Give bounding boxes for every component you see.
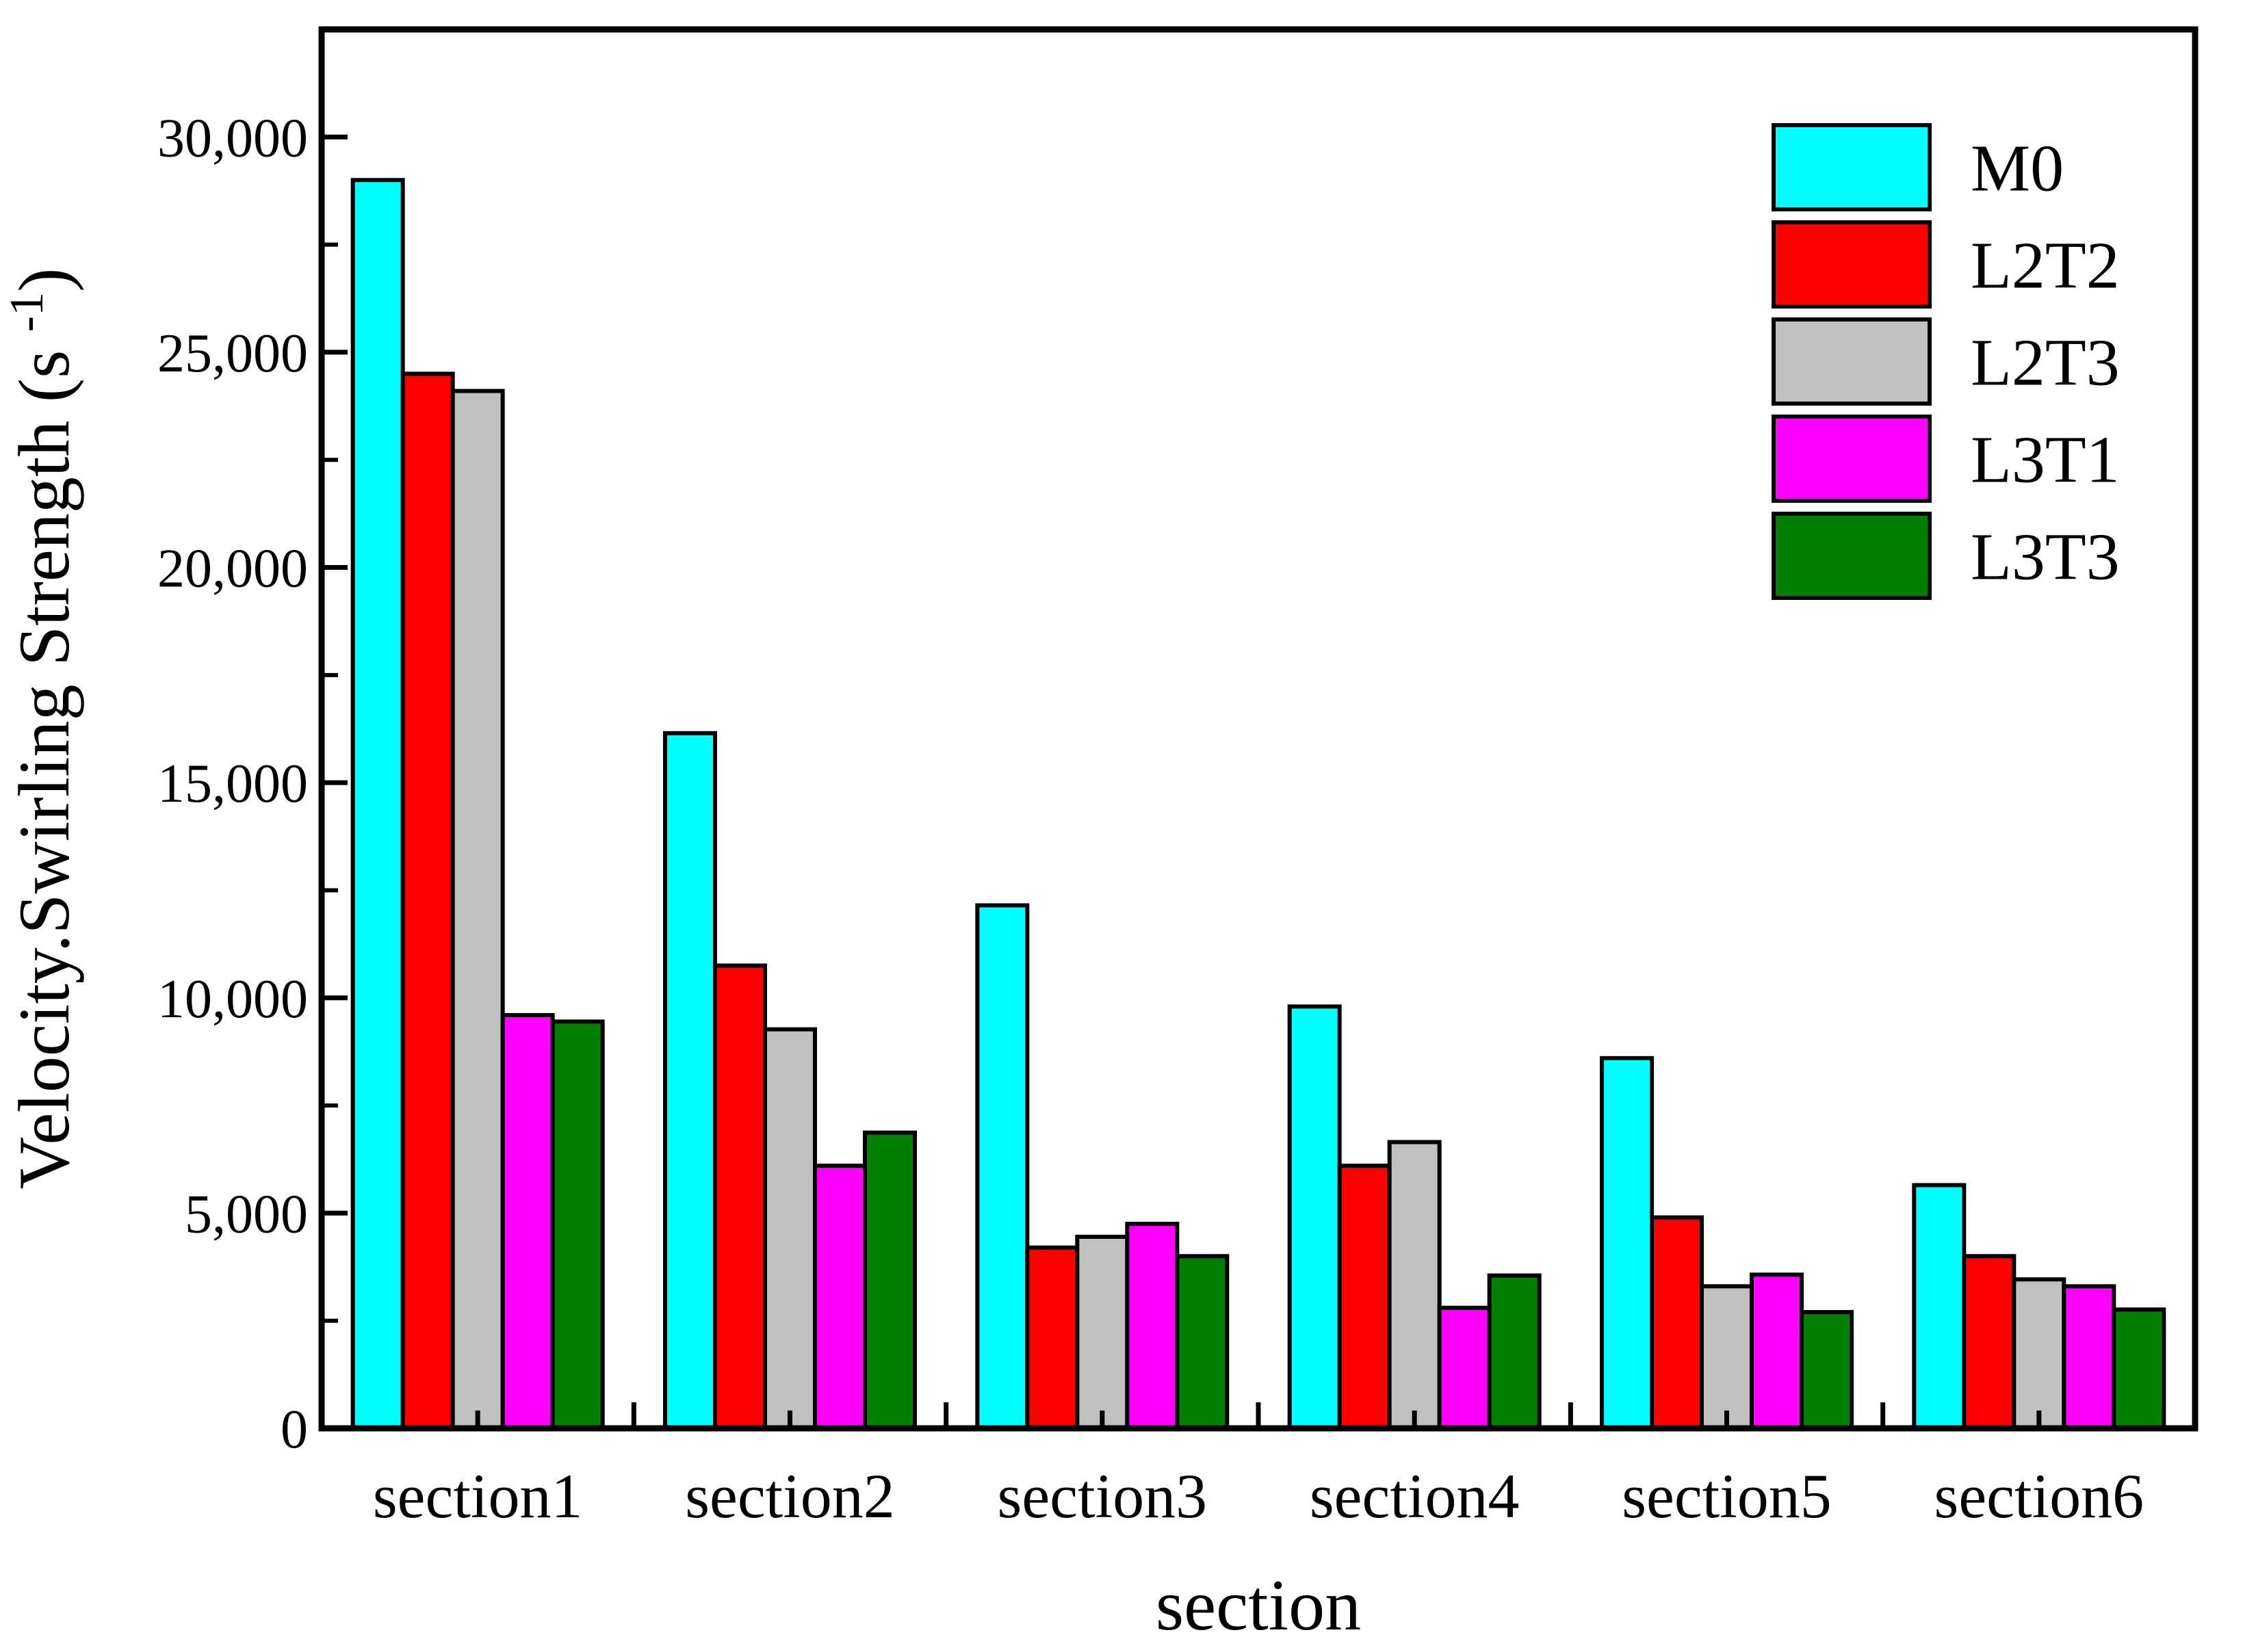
legend-label-m0: M0 [1971,132,2064,206]
bar-m0-section4 [1287,1004,1342,1431]
x-tick-label: section3 [998,1461,1208,1531]
bar-l2t3-section5 [1700,1284,1754,1431]
bar-l3t3-section4 [1487,1273,1542,1430]
bar-l2t3-section6 [2012,1277,2066,1430]
bar-l2t3-section1 [450,389,505,1430]
x-tick-label: section5 [1622,1461,1832,1531]
bar-m0-section1 [350,178,405,1431]
y-axis-title-main: Velocity.Swirling Strength (s [4,332,84,1189]
bar-l3t1-section4 [1437,1305,1492,1431]
bar-l2t3-section3 [1075,1234,1130,1430]
bar-l3t3-section6 [2112,1307,2166,1430]
y-axis-title-superscript: -1 [1,292,53,332]
x-tick-label: section2 [685,1461,895,1531]
bar-m0-section2 [663,731,717,1431]
y-tick-label: 5,000 [185,1184,308,1244]
x-tick-label: section1 [373,1461,583,1531]
legend-label-l2t3: L2T3 [1971,326,2120,400]
bar-l2t2-section6 [1962,1254,2017,1431]
bar-l2t2-section1 [400,371,455,1430]
bar-l3t1-section1 [500,1012,555,1430]
y-tick-label: 15,000 [157,754,308,814]
bar-l3t1-section5 [1750,1272,1804,1431]
bar-l2t3-section2 [763,1027,817,1431]
y-axis-title: Velocity.Swirling Strength (s -1) [1,268,84,1190]
bar-l3t1-section6 [2062,1284,2116,1431]
bar-l3t3-section5 [1800,1310,1854,1430]
bar-l2t2-section4 [1337,1164,1392,1430]
legend-label-l3t1: L3T1 [1971,423,2120,497]
x-axis-title: section [1156,1565,1361,1645]
bar-l3t3-section1 [550,1019,605,1430]
legend-swatch-m0 [1772,123,1932,211]
bar-m0-section3 [975,903,1030,1430]
bar-l3t3-section3 [1175,1254,1230,1431]
legend-label-l3t3: L3T3 [1971,521,2120,594]
legend-swatch-l3t3 [1772,512,1932,600]
bar-m0-section6 [1912,1183,1967,1430]
legend-label-l2t2: L2T2 [1971,229,2120,303]
legend-swatch-l2t2 [1772,220,1932,309]
bar-l3t1-section2 [813,1164,867,1430]
y-tick-label: 10,000 [157,969,308,1030]
y-tick-label: 30,000 [157,108,308,168]
bar-l3t1-section3 [1125,1222,1180,1430]
y-tick-label: 20,000 [157,539,308,599]
bar-l2t2-section5 [1650,1215,1704,1430]
y-tick-label: 25,000 [157,324,308,384]
legend-swatch-l2t3 [1772,317,1932,406]
bar-l2t2-section3 [1025,1245,1080,1430]
bar-l2t3-section4 [1387,1140,1442,1430]
x-tick-label: section4 [1310,1461,1520,1531]
y-axis-title-close: ) [4,268,84,292]
x-tick-label: section6 [1934,1461,2144,1531]
legend-swatch-l3t1 [1772,415,1932,503]
bar-l2t2-section2 [713,963,767,1430]
y-tick-label: 0 [281,1400,308,1460]
bar-m0-section5 [1600,1056,1654,1431]
bar-l3t3-section2 [863,1130,917,1431]
